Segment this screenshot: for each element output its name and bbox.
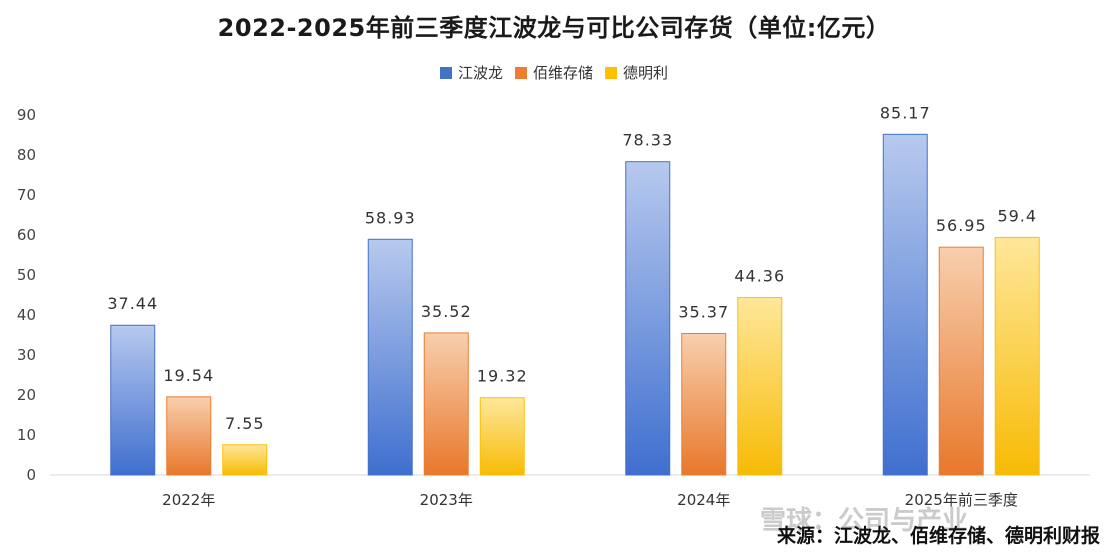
- legend-label-baiwei: 佰维存储: [532, 64, 593, 82]
- data-label: 7.55: [225, 414, 265, 433]
- bar: [423, 332, 469, 476]
- data-labels: 37.44 19.54 7.55 58.93 35.52 19.32 78.33 35.37 4…: [107, 103, 1037, 433]
- x-axis: 2022年 2023年 2024年 2025年前三季度: [50, 474, 1090, 509]
- y-tick-label: 40: [17, 306, 36, 324]
- legend-swatch-demingli: [605, 66, 617, 79]
- data-label: 19.54: [163, 366, 214, 385]
- data-label: 85.17: [880, 103, 931, 122]
- bar: [110, 324, 156, 476]
- legend-label-jiangbolong: 江波龙: [457, 64, 503, 82]
- bar: [222, 444, 268, 476]
- legend-label-demingli: 德明利: [623, 64, 669, 82]
- bar: [166, 396, 212, 476]
- chart-title: 2022-2025年前三季度江波龙与可比公司存货（单位:亿元）: [217, 14, 891, 42]
- y-tick-label: 0: [26, 466, 36, 484]
- legend-item-jiangbolong: 江波龙: [439, 62, 503, 83]
- data-label: 35.37: [678, 303, 729, 322]
- x-tick-label: 2023年: [420, 491, 473, 509]
- data-label: 78.33: [622, 131, 673, 150]
- legend-swatch-baiwei: [514, 66, 527, 79]
- legend-item-demingli: 德明利: [605, 62, 668, 83]
- x-tick-label: 2022年: [162, 491, 215, 509]
- data-label: 56.95: [936, 216, 987, 235]
- y-tick-label: 10: [17, 426, 36, 444]
- chart-legend: 江波龙 佰维存储 德明利: [0, 62, 1108, 83]
- y-axis: 0 10 20 30 40 50 60 70 80 90: [17, 106, 36, 484]
- data-label: 59.4: [997, 206, 1037, 225]
- data-label: 35.52: [421, 302, 472, 321]
- y-tick-label: 20: [17, 386, 36, 404]
- y-tick-label: 60: [17, 226, 36, 244]
- bars: [110, 133, 1040, 476]
- data-label: 37.44: [107, 294, 158, 313]
- bar: [994, 236, 1040, 476]
- data-label: 58.93: [365, 208, 416, 227]
- x-tick-label: 2025年前三季度: [905, 491, 1018, 509]
- bar: [479, 397, 525, 476]
- bar: [681, 333, 727, 476]
- bar: [938, 246, 984, 476]
- source-note: 来源：江波龙、佰维存储、德明利财报: [776, 525, 1100, 547]
- bar: [367, 238, 413, 476]
- bar: [625, 161, 671, 476]
- data-label: 44.36: [734, 267, 785, 286]
- y-tick-label: 80: [17, 146, 36, 164]
- x-tick-label: 2024年: [677, 491, 730, 509]
- bar: [737, 297, 783, 476]
- legend-swatch-jiangbolong: [439, 66, 452, 79]
- bar: [882, 133, 928, 476]
- y-tick-label: 90: [17, 106, 36, 124]
- y-tick-label: 70: [17, 186, 36, 204]
- y-tick-label: 30: [17, 346, 36, 364]
- y-tick-label: 50: [17, 266, 36, 284]
- data-label: 19.32: [477, 367, 528, 386]
- legend-item-baiwei: 佰维存储: [514, 62, 593, 83]
